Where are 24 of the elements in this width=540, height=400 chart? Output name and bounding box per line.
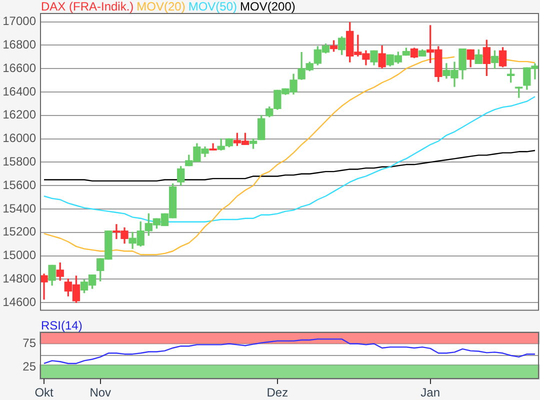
- x-tick-label: Jan: [420, 386, 440, 400]
- y-tick-label: 15800: [2, 154, 36, 169]
- y-tick-label: 15400: [2, 201, 36, 216]
- y-tick-label: 16400: [2, 84, 36, 98]
- y-tick-label: 14800: [2, 272, 36, 286]
- y-tick-label: 16800: [2, 37, 36, 52]
- y-tick-label: 25: [22, 360, 36, 374]
- y-tick-label: 15600: [2, 178, 36, 192]
- y-tick-label: 15000: [2, 248, 36, 262]
- chart-title: RSI(14): [41, 318, 82, 332]
- y-tick-label: 16600: [2, 60, 36, 75]
- y-tick-label: 15200: [2, 224, 36, 239]
- x-tick-label: Nov: [90, 386, 112, 400]
- y-tick-label: 75: [22, 336, 36, 350]
- text: MOV(50): [188, 0, 238, 14]
- y-tick-label: 16200: [2, 108, 36, 122]
- text: DAX (FRA-Indik.): [41, 0, 134, 14]
- text: MOV(200): [240, 0, 296, 14]
- y-tick-label: 16000: [2, 131, 36, 146]
- x-tick-label: Dez: [266, 386, 288, 400]
- text: MOV(20): [136, 0, 186, 14]
- x-tick-label: Okt: [34, 386, 54, 400]
- y-tick-label: 14600: [2, 294, 36, 309]
- y-tick-label: 17000: [2, 14, 36, 28]
